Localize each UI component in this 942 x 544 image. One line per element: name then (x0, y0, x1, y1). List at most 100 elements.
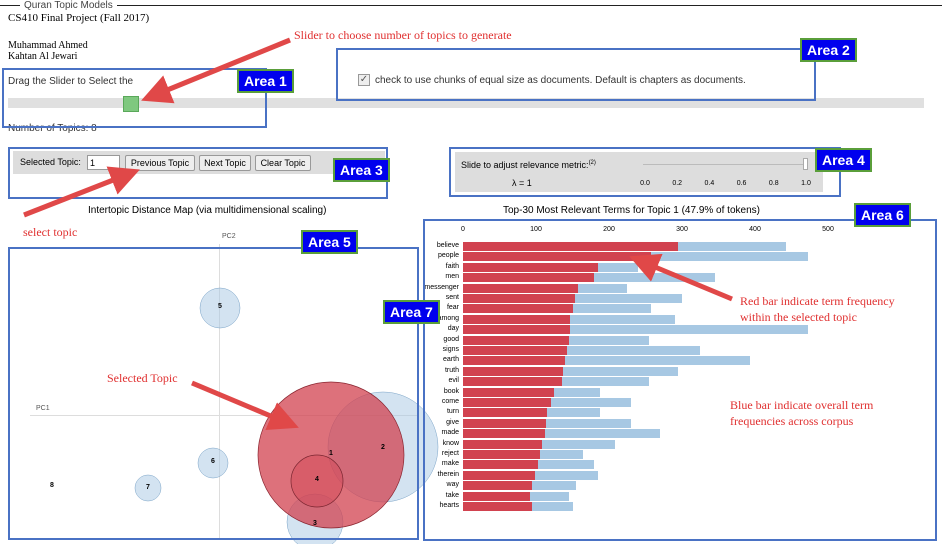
term-label[interactable]: book (443, 387, 459, 395)
overall-frequency-bar[interactable] (463, 418, 631, 428)
topic-frequency-bar[interactable] (463, 491, 531, 501)
topic-frequency-bar[interactable] (463, 502, 533, 511)
term-label[interactable]: truth (444, 366, 459, 374)
topic-label[interactable]: 5 (218, 303, 222, 310)
topic-frequency-bar[interactable] (463, 262, 599, 272)
author-name: Muhammad Ahmed (8, 40, 88, 51)
topic-frequency-bar[interactable] (463, 335, 569, 345)
course-title: CS410 Final Project (Fall 2017) (8, 12, 150, 24)
term-label[interactable]: hearts (439, 502, 459, 509)
overall-frequency-bar[interactable] (463, 366, 679, 376)
topic-label[interactable]: 8 (50, 482, 54, 489)
selected-topic-input[interactable] (87, 155, 120, 170)
topic-frequency-bar[interactable] (463, 387, 555, 397)
topic-circle-7[interactable] (134, 474, 162, 502)
topic-label[interactable]: 6 (211, 458, 215, 465)
term-label[interactable]: way (446, 481, 459, 489)
area-label: Area 5 (301, 230, 358, 254)
topic-frequency-bar[interactable] (463, 450, 540, 459)
term-label[interactable]: among (437, 314, 459, 322)
relevance-slider[interactable] (643, 164, 806, 165)
x-tick-label: 300 (676, 226, 688, 233)
chunks-checkbox[interactable]: ✓ (358, 74, 370, 86)
term-label[interactable]: evil (448, 377, 459, 385)
term-label[interactable]: made (441, 429, 459, 437)
overall-frequency-bar[interactable] (463, 346, 701, 355)
x-tick-label: 400 (749, 226, 761, 233)
term-label[interactable]: know (442, 439, 459, 447)
topic-frequency-bar[interactable] (463, 470, 535, 480)
topic-frequency-bar[interactable] (463, 366, 563, 376)
term-label[interactable]: men (445, 273, 459, 281)
topic-label[interactable]: 2 (381, 444, 385, 451)
fieldset-legend: Quran Topic Models (20, 0, 117, 11)
term-label[interactable]: turn (446, 408, 459, 416)
overall-frequency-bar[interactable] (463, 325, 808, 335)
topic-frequency-bar[interactable] (463, 304, 573, 314)
term-label[interactable]: take (445, 491, 459, 499)
overall-frequency-bar[interactable] (463, 356, 750, 366)
topic-label[interactable]: 7 (146, 484, 150, 491)
topic-frequency-bar[interactable] (463, 377, 562, 387)
topic-frequency-bar[interactable] (463, 439, 542, 449)
topic-frequency-bar[interactable] (463, 283, 579, 293)
term-label[interactable]: day (447, 325, 459, 333)
term-label[interactable]: good (443, 335, 459, 343)
term-label[interactable]: messenger (424, 283, 459, 291)
area-label: Area 3 (333, 158, 390, 182)
term-label[interactable]: reject (441, 450, 459, 457)
topic-label[interactable]: 4 (315, 476, 319, 483)
topic-frequency-bar[interactable] (463, 346, 568, 355)
topic-frequency-bar[interactable] (463, 325, 570, 335)
topic-circle-6[interactable] (197, 447, 229, 479)
select-topic-annotation: select topic (23, 225, 78, 239)
term-label[interactable]: give (446, 418, 459, 426)
topic-count-slider[interactable] (8, 98, 924, 108)
topic-frequency-bar[interactable] (463, 460, 539, 470)
term-label[interactable]: sent (445, 294, 459, 301)
relevance-slider-handle[interactable] (803, 158, 808, 170)
term-label[interactable]: fear (446, 304, 459, 312)
topic-circle-4[interactable] (290, 454, 344, 508)
term-label[interactable]: believe (436, 242, 459, 249)
topic-frequency-bar[interactable] (463, 481, 533, 491)
topic-frequency-bar[interactable] (463, 242, 679, 251)
topic-frequency-bar[interactable] (463, 398, 551, 407)
topic-frequency-bar[interactable] (463, 252, 652, 262)
x-tick-label: 200 (603, 226, 615, 233)
topic-frequency-bar[interactable] (463, 356, 566, 366)
topic-frequency-bar[interactable] (463, 273, 595, 283)
term-label[interactable]: signs (442, 346, 459, 353)
topic-frequency-bar[interactable] (463, 418, 547, 428)
topic-label[interactable]: 3 (313, 520, 317, 527)
fieldset-border (0, 5, 942, 6)
term-label[interactable]: faith (445, 262, 459, 270)
next-topic-button[interactable]: Next Topic (199, 155, 251, 171)
topic-label[interactable]: 1 (329, 450, 333, 457)
term-label[interactable]: come (441, 398, 459, 405)
term-label[interactable]: earth (443, 356, 459, 364)
relevance-tick-label: 0.6 (736, 180, 747, 187)
term-label[interactable]: make (441, 460, 459, 468)
topic-frequency-bar[interactable] (463, 314, 571, 324)
map-title: Intertopic Distance Map (via multidimens… (88, 205, 327, 216)
relevance-tick-label: 0.4 (704, 180, 715, 187)
number-of-topics: Number of Topics: 8 (8, 123, 97, 134)
pc1-label: PC1 (36, 405, 50, 412)
area-4-box (449, 147, 841, 197)
lambda-value: λ = 1 (512, 178, 532, 188)
clear-topic-button[interactable]: Clear Topic (255, 155, 311, 171)
overall-frequency-bar[interactable] (463, 429, 661, 439)
selected-topic-annotation: Selected Topic (107, 371, 178, 385)
topic-frequency-bar[interactable] (463, 294, 575, 303)
slider-label: Drag the Slider to Select the (8, 76, 134, 87)
slider-handle[interactable] (123, 96, 139, 112)
topic-frequency-bar[interactable] (463, 429, 545, 439)
previous-topic-button[interactable]: Previous Topic (125, 155, 195, 171)
red-bar-annotation: Red bar indicate term frequency within t… (740, 294, 895, 324)
term-label[interactable]: people (437, 252, 459, 260)
term-label[interactable]: therein (437, 470, 459, 478)
topic-frequency-bar[interactable] (463, 408, 547, 418)
topic-circle-5[interactable] (199, 287, 241, 329)
selected-topic-label: Selected Topic: (20, 157, 81, 167)
